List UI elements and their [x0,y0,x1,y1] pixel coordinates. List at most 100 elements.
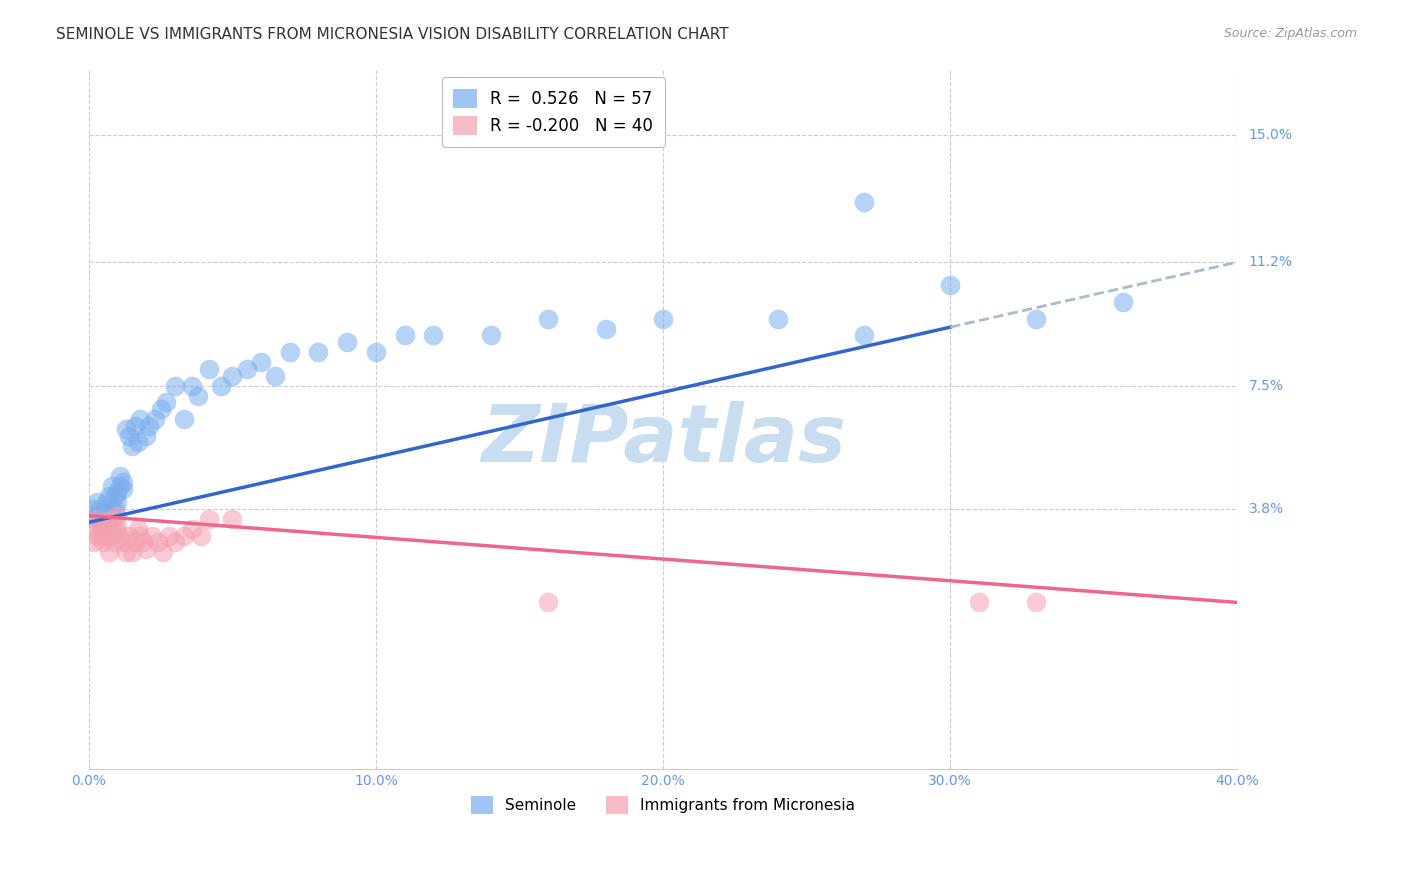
Point [1025,311,1047,326]
Point [121,439,143,453]
Text: 11.2%: 11.2% [1249,255,1292,269]
Point [107,508,129,523]
Point [97,508,120,523]
Point [187,388,209,402]
Point [115,422,138,436]
Point [141,529,163,543]
Point [124,535,146,549]
Point [1025,595,1047,609]
Text: Source: ZipAtlas.com: Source: ZipAtlas.com [1223,27,1357,40]
Point [146,535,169,549]
Point [110,468,132,483]
Point [308,345,330,359]
Point [135,542,157,557]
Legend: Seminole, Immigrants from Micronesia: Seminole, Immigrants from Micronesia [460,786,866,825]
Point [155,395,177,409]
Point [97,545,120,559]
Point [537,311,560,326]
Point [537,595,560,609]
Point [129,412,152,426]
Point [103,489,125,503]
Point [479,328,502,343]
Point [181,522,204,536]
Point [163,535,186,549]
Point [652,311,675,326]
Point [107,485,129,500]
Point [124,418,146,433]
Point [112,482,135,496]
Text: 3.8%: 3.8% [1249,502,1284,516]
Point [135,428,157,442]
Point [121,545,143,559]
Point [115,545,138,559]
Point [107,518,129,533]
Point [110,478,132,492]
Point [173,529,195,543]
Text: 15.0%: 15.0% [1249,128,1292,142]
Point [80,502,103,516]
Point [127,435,149,450]
Point [143,412,166,426]
Point [86,529,108,543]
Point [89,529,111,543]
Point [100,502,122,516]
Point [336,335,359,350]
Point [107,495,129,509]
Text: 7.5%: 7.5% [1249,378,1284,392]
Point [94,495,117,509]
Point [138,418,160,433]
Point [198,512,221,526]
Point [83,512,105,526]
Point [100,512,122,526]
Point [595,322,617,336]
Point [149,401,172,416]
Point [394,328,416,343]
Point [100,478,122,492]
Point [80,518,103,533]
Point [250,355,273,369]
Point [91,522,114,536]
Text: ZIPatlas: ZIPatlas [481,401,845,479]
Point [127,522,149,536]
Point [112,475,135,490]
Point [129,529,152,543]
Point [100,529,122,543]
Point [364,345,387,359]
Point [967,595,990,609]
Point [939,278,962,293]
Point [91,518,114,533]
Point [132,535,155,549]
Point [118,529,141,543]
Point [152,545,174,559]
Point [118,428,141,442]
Point [766,311,789,326]
Point [173,412,195,426]
Point [97,522,120,536]
Point [157,529,180,543]
Point [190,529,212,543]
Point [235,362,257,376]
Point [221,368,243,383]
Point [89,502,111,516]
Point [264,368,287,383]
Text: SEMINOLE VS IMMIGRANTS FROM MICRONESIA VISION DISABILITY CORRELATION CHART: SEMINOLE VS IMMIGRANTS FROM MICRONESIA V… [56,27,728,42]
Point [97,489,120,503]
Point [1111,295,1133,310]
Point [198,362,221,376]
Point [181,378,204,392]
Point [112,535,135,549]
Point [853,194,876,209]
Point [86,512,108,526]
Point [94,529,117,543]
Point [853,328,876,343]
Point [83,535,105,549]
Point [163,378,186,392]
Point [94,516,117,530]
Point [110,529,132,543]
Point [91,505,114,519]
Point [221,512,243,526]
Point [91,535,114,549]
Point [86,495,108,509]
Point [209,378,232,392]
Point [103,502,125,516]
